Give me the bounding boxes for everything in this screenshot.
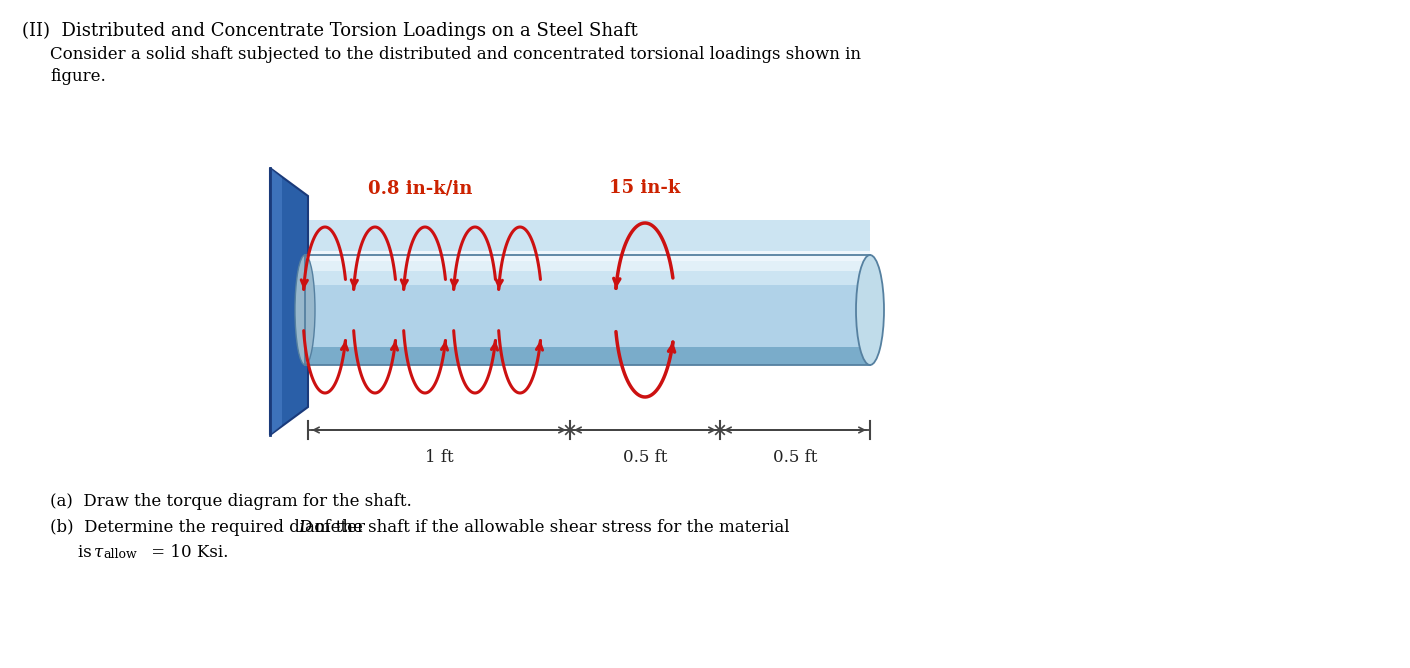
Bar [305, 251, 870, 261]
Polygon shape [269, 168, 282, 435]
Text: 15 in-k: 15 in-k [609, 179, 681, 197]
Text: τ: τ [94, 544, 103, 561]
Text: 0.5 ft: 0.5 ft [773, 450, 818, 466]
Bar [305, 255, 870, 365]
Text: allow: allow [103, 548, 137, 561]
Text: figure.: figure. [49, 68, 106, 85]
Text: 1 ft: 1 ft [424, 450, 453, 466]
Text: Consider a solid shaft subjected to the distributed and concentrated torsional l: Consider a solid shaft subjected to the … [49, 46, 862, 63]
Ellipse shape [856, 255, 884, 365]
Text: 0.8 in-k/in: 0.8 in-k/in [368, 179, 472, 197]
Text: D: D [299, 519, 312, 536]
Ellipse shape [295, 255, 314, 365]
Bar [305, 255, 870, 347]
Bar [305, 220, 870, 285]
Text: (a)  Draw the torque diagram for the shaft.: (a) Draw the torque diagram for the shaf… [49, 493, 412, 510]
Text: of the shaft if the allowable shear stress for the material: of the shaft if the allowable shear stre… [309, 519, 790, 536]
Text: = 10 Ksi.: = 10 Ksi. [147, 544, 228, 561]
Polygon shape [269, 168, 307, 435]
Text: (b)  Determine the required diameter: (b) Determine the required diameter [49, 519, 371, 536]
Text: 0.5 ft: 0.5 ft [623, 450, 667, 466]
Bar [305, 255, 870, 365]
Bar [305, 251, 870, 271]
Text: is: is [78, 544, 97, 561]
Text: (II)  Distributed and Concentrate Torsion Loadings on a Steel Shaft: (II) Distributed and Concentrate Torsion… [23, 22, 637, 40]
